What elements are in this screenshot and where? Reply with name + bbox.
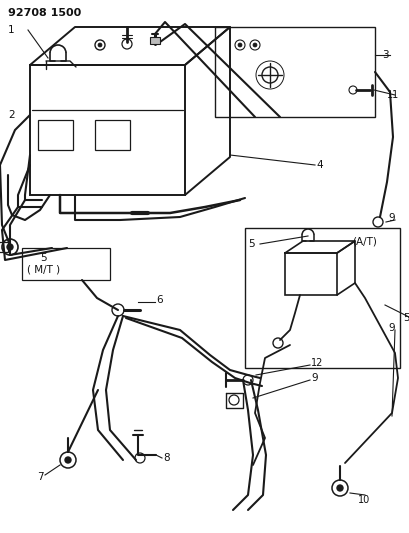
Text: 9: 9 — [388, 213, 395, 223]
Text: 6: 6 — [156, 295, 163, 305]
Bar — [285, 253, 337, 295]
Circle shape — [65, 457, 71, 463]
Text: 11: 11 — [387, 90, 399, 100]
Text: 1: 1 — [8, 25, 15, 35]
Text: ( M/T ): ( M/T ) — [27, 265, 60, 275]
Text: 8: 8 — [163, 453, 170, 463]
Bar — [245, 228, 400, 368]
Bar — [22, 248, 110, 280]
Bar — [215, 27, 375, 117]
Text: 5: 5 — [403, 313, 409, 323]
Text: 3: 3 — [382, 50, 389, 60]
Text: 9: 9 — [388, 323, 395, 333]
Bar — [95, 120, 130, 150]
Circle shape — [253, 43, 257, 47]
Circle shape — [7, 244, 13, 250]
Circle shape — [98, 43, 102, 47]
Bar — [38, 120, 73, 150]
Text: 10: 10 — [358, 495, 370, 505]
Text: 5: 5 — [40, 253, 47, 263]
Text: 2: 2 — [8, 110, 15, 120]
Text: 7: 7 — [37, 472, 44, 482]
Bar — [150, 37, 160, 44]
Text: 4: 4 — [316, 160, 323, 170]
Bar — [30, 65, 185, 195]
Text: 5: 5 — [248, 239, 255, 249]
Text: 9: 9 — [311, 373, 318, 383]
Text: 12: 12 — [311, 358, 324, 368]
Circle shape — [238, 43, 242, 47]
Text: (A/T): (A/T) — [352, 237, 377, 247]
Circle shape — [337, 485, 343, 491]
Text: 92708 1500: 92708 1500 — [8, 8, 81, 18]
Bar — [0, 242, 8, 252]
